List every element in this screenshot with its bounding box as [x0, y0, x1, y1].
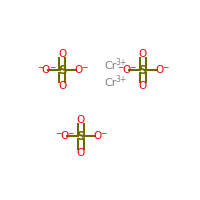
Text: O: O — [139, 49, 147, 59]
Text: −: − — [81, 63, 88, 72]
Text: O: O — [77, 148, 85, 158]
Text: O: O — [93, 131, 101, 141]
Text: O: O — [77, 115, 85, 125]
Text: −: − — [100, 129, 106, 138]
Text: Cr: Cr — [105, 61, 117, 71]
Text: S: S — [139, 64, 147, 77]
Text: −: − — [162, 63, 168, 72]
Text: O: O — [155, 65, 163, 75]
Text: −: − — [55, 129, 62, 138]
Text: O: O — [122, 65, 131, 75]
Text: 3+: 3+ — [115, 75, 127, 84]
Text: O: O — [58, 81, 66, 91]
Text: O: O — [74, 65, 83, 75]
Text: 3+: 3+ — [115, 58, 127, 67]
Text: −: − — [129, 63, 136, 72]
Text: O: O — [139, 81, 147, 91]
Text: −: − — [49, 63, 55, 72]
Text: O: O — [60, 131, 69, 141]
Text: S: S — [77, 130, 85, 143]
Text: −: − — [67, 129, 74, 138]
Text: −: − — [117, 63, 124, 72]
Text: O: O — [42, 65, 50, 75]
Text: O: O — [58, 49, 66, 59]
Text: S: S — [58, 64, 66, 77]
Text: Cr: Cr — [105, 78, 117, 88]
Text: −: − — [37, 63, 43, 72]
